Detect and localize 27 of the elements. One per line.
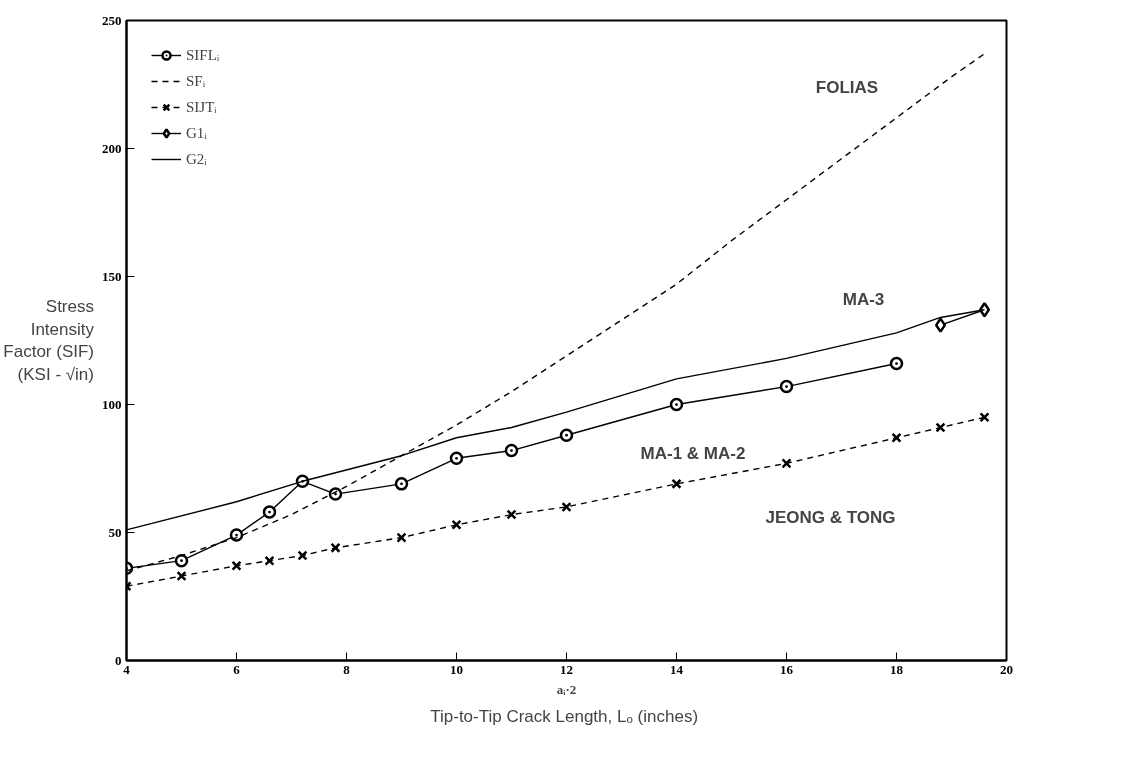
x-tick-label: 6 xyxy=(233,661,241,677)
x-tick-label: 8 xyxy=(343,661,351,677)
legend-label: SIJTᵢ xyxy=(186,98,217,116)
annotation: FOLIAS xyxy=(815,77,879,97)
x-tick-label: 14 xyxy=(670,661,684,677)
y-tick-label: 200 xyxy=(102,140,122,156)
text: Tip-to-Tip Crack Length, Lₒ (inches) xyxy=(430,706,699,726)
y-tick-label: 0 xyxy=(115,652,122,668)
legend-label: G2ᵢ xyxy=(186,150,207,168)
legend-label: SIFLᵢ xyxy=(186,46,220,64)
y-tick-label: 50 xyxy=(108,524,122,540)
x-tick-label: 20 xyxy=(1000,661,1013,677)
y-tick-label: 100 xyxy=(102,396,122,412)
annotation: MA-3 xyxy=(842,290,885,310)
annotation: MA-1 & MA-2 xyxy=(640,443,746,463)
y-axis-title: Stress Intensity Factor (SIF) (KSI - √in) xyxy=(3,296,95,385)
x-tick-label: 16 xyxy=(780,661,794,677)
legend-label: SFᵢ xyxy=(186,72,206,90)
y-tick-label: 250 xyxy=(102,12,122,28)
y-tick-label: 150 xyxy=(102,268,122,284)
x-tick-label: 18 xyxy=(890,661,904,677)
x-axis-title: aᵢ·2 xyxy=(556,681,577,697)
x-tick-label: 4 xyxy=(123,661,131,677)
legend-label: G1ᵢ xyxy=(186,124,207,142)
annotation: JEONG & TONG xyxy=(765,507,896,527)
x-tick-label: 12 xyxy=(560,661,573,677)
x-tick-label: 10 xyxy=(450,661,463,677)
